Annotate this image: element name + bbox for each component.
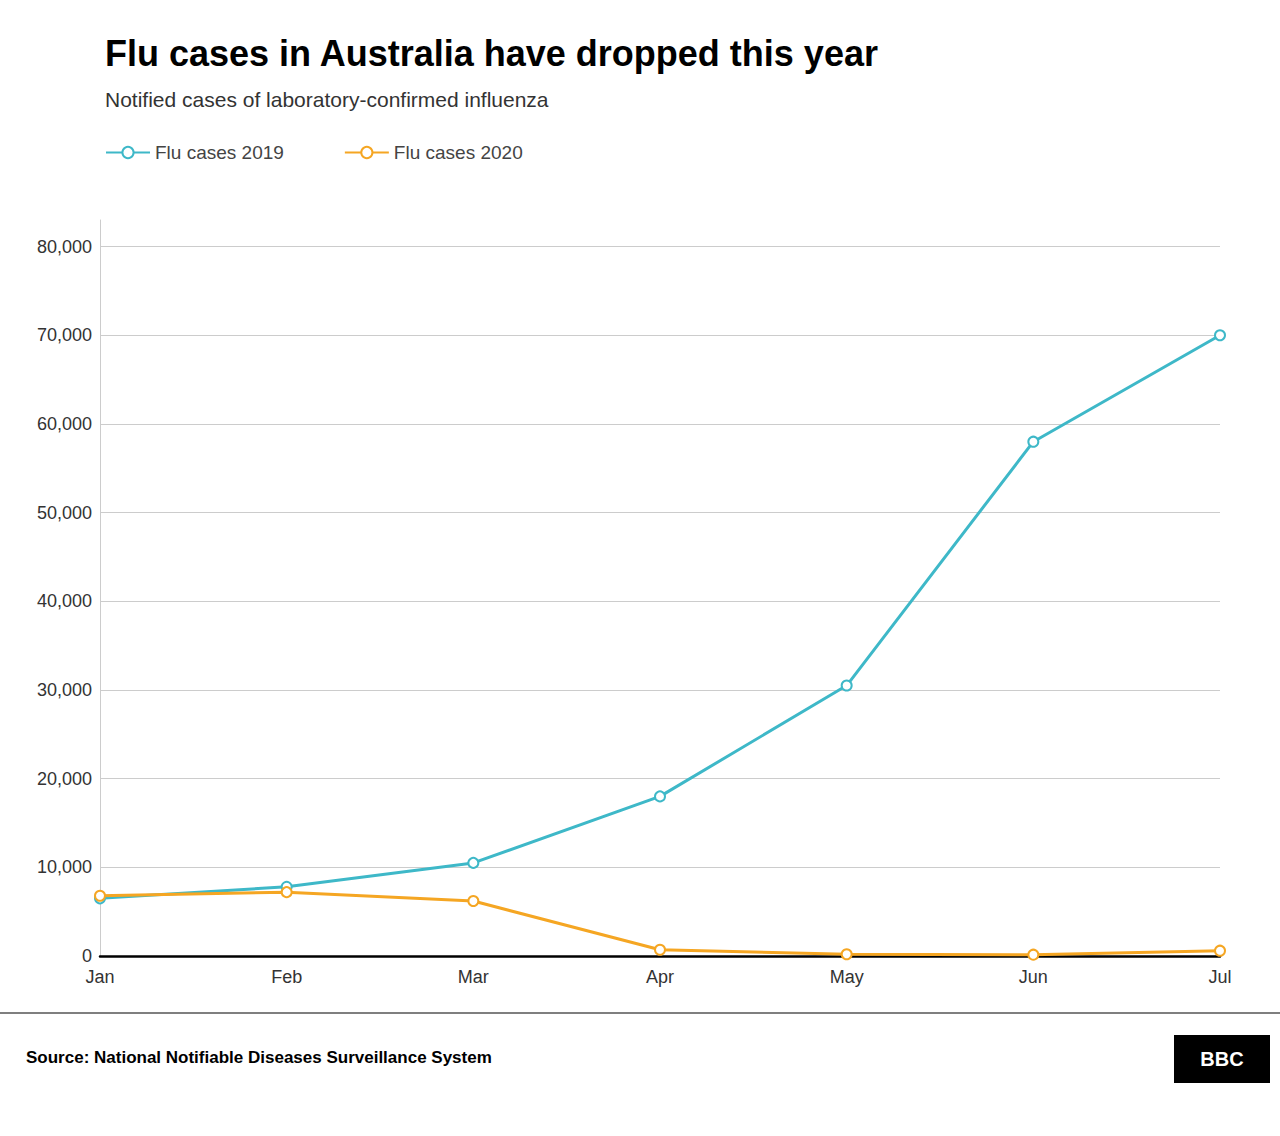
svg-text:Mar: Mar: [458, 967, 489, 987]
svg-text:Flu cases in Australia have dr: Flu cases in Australia have dropped this…: [105, 33, 878, 74]
svg-text:60,000: 60,000: [37, 414, 92, 434]
svg-text:Source: National Notifiable Di: Source: National Notifiable Diseases Sur…: [26, 1048, 492, 1067]
svg-text:Flu cases 2019: Flu cases 2019: [155, 142, 284, 163]
svg-text:Flu cases 2020: Flu cases 2020: [394, 142, 523, 163]
svg-text:BBC: BBC: [1200, 1048, 1243, 1070]
svg-text:20,000: 20,000: [37, 769, 92, 789]
svg-text:40,000: 40,000: [37, 591, 92, 611]
svg-text:50,000: 50,000: [37, 503, 92, 523]
svg-text:80,000: 80,000: [37, 237, 92, 257]
svg-text:10,000: 10,000: [37, 857, 92, 877]
svg-text:May: May: [830, 967, 864, 987]
svg-text:Feb: Feb: [271, 967, 302, 987]
svg-text:30,000: 30,000: [37, 680, 92, 700]
svg-text:Apr: Apr: [646, 967, 674, 987]
svg-text:Jun: Jun: [1019, 967, 1048, 987]
svg-text:Notified cases of laboratory-c: Notified cases of laboratory-confirmed i…: [105, 88, 549, 111]
svg-text:70,000: 70,000: [37, 325, 92, 345]
svg-text:0: 0: [82, 946, 92, 966]
svg-text:Jan: Jan: [85, 967, 114, 987]
svg-text:Jul: Jul: [1208, 967, 1231, 987]
